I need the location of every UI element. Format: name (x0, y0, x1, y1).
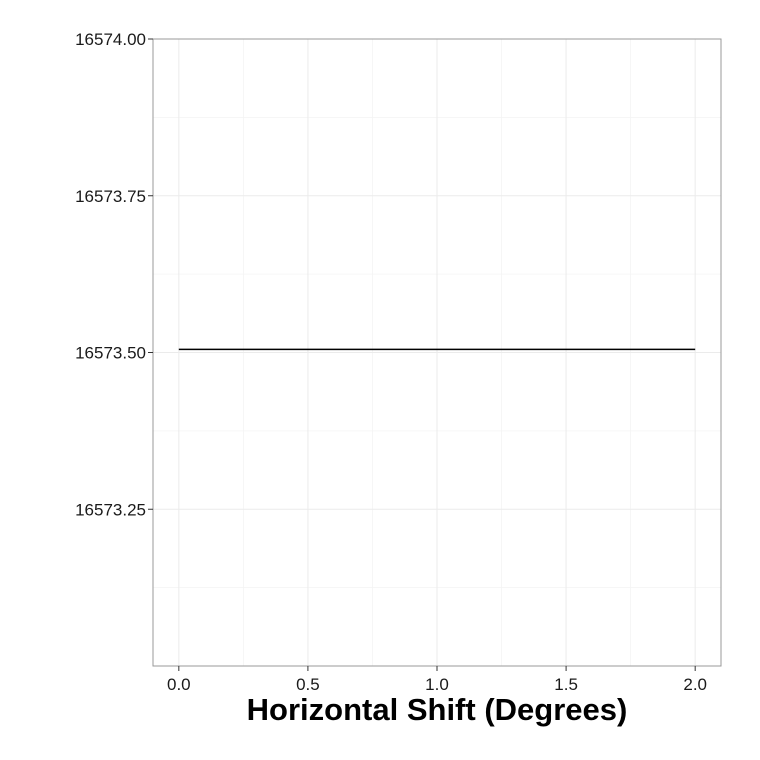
y-tick-label: 16573.75 (75, 187, 146, 206)
x-tick-label: 1.0 (425, 675, 449, 694)
x-tick-label: 0.0 (167, 675, 191, 694)
y-tick-label: 16573.25 (75, 500, 146, 519)
y-axis: 16573.25 16573.50 16573.75 16574.00 (75, 30, 153, 519)
x-tick-label: 1.5 (554, 675, 578, 694)
x-tick-label: 2.0 (683, 675, 707, 694)
x-tick-label: 0.5 (296, 675, 320, 694)
y-tick-label: 16573.50 (75, 344, 146, 363)
y-tick-label: 16574.00 (75, 30, 146, 49)
x-axis: 0.0 0.5 1.0 1.5 2.0 (167, 666, 707, 694)
major-gridlines (153, 38, 721, 666)
x-axis-title: Horizontal Shift (Degrees) (247, 692, 628, 727)
